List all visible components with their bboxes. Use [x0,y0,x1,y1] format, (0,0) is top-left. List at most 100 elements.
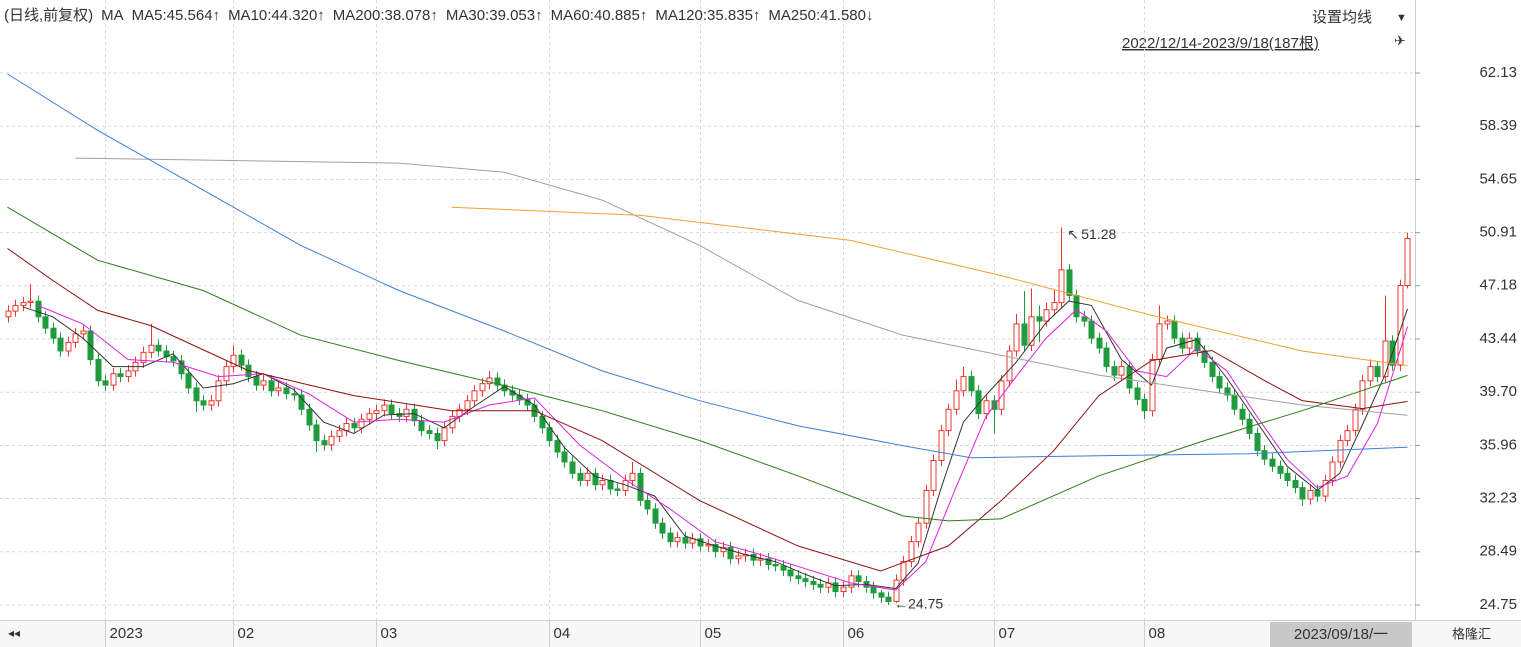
x-tick-label: 2023 [110,625,143,642]
candle-body [366,413,373,420]
legend-entry: MA60:40.885↑ [551,7,648,24]
ma-line [37,304,1408,591]
candle-body [1374,366,1381,378]
candle-body [298,394,305,410]
candle-body [561,451,568,463]
candle-body [1209,361,1216,378]
y-tick-label: 43.44 [1479,330,1517,347]
candle-body [637,472,644,501]
candle-body [1254,433,1261,452]
legend-entry: MA250:41.580↓ [768,7,873,24]
candle-body [998,380,1005,410]
candle-body [682,536,689,544]
annotation-label: 24.75 [908,596,943,612]
candle-body [441,427,448,442]
candle-body [614,488,621,491]
x-tick-label: 03 [381,625,398,642]
annotation-arrow: ← [894,596,908,612]
candle-body [1081,316,1088,322]
candle-body [1284,472,1291,481]
candle-body [923,489,930,524]
dropdown-icon[interactable]: ▼ [1396,12,1407,24]
scroll-icon[interactable]: ◂◂ [8,626,20,640]
candle-body [426,430,433,435]
x-tick-label: 04 [554,625,571,642]
candle-body [80,330,87,335]
candle-body [1186,337,1193,349]
candle-body [253,376,260,386]
candle-body [1367,366,1374,382]
x-tick-label: 08 [1149,625,1166,642]
candle-body [840,586,847,592]
candle-body [832,582,839,592]
candle-body [848,575,855,588]
candle-body [1299,487,1306,500]
candle-body [306,408,313,426]
candle-body [358,418,365,429]
candle-body [230,354,237,368]
candle-body [479,383,486,392]
candle-body [1141,398,1148,412]
candle-body [1337,440,1344,463]
candle-body [592,472,599,486]
candle-body [1043,309,1050,322]
ma-label: MA [101,7,124,24]
candle-body [765,558,772,565]
candle-body [1103,347,1110,368]
candle-body [486,377,493,385]
y-tick-label: 58.39 [1479,117,1517,134]
candle-body [983,400,990,415]
candle-body [1224,387,1231,396]
x-tick-label: 02 [238,625,255,642]
candle-body [328,435,335,446]
candle-body [72,333,79,343]
candle-body [1171,320,1178,339]
candle-body [434,433,441,442]
candle-body [893,579,900,602]
candle-body [125,370,132,378]
cursor-date: 2023/09/18/一 [1294,626,1388,643]
candle-body [185,373,192,389]
candle-body [705,544,712,547]
candle-body [336,430,343,437]
candle-body [1344,430,1351,442]
candle-body [403,408,410,417]
candle-body [283,387,290,395]
candle-body [238,354,245,366]
candle-body [1261,450,1268,460]
period-label: (日线,前复权) [4,6,93,24]
candle-body [1021,323,1028,346]
candle-body [494,377,501,386]
candle-body [1088,320,1095,339]
candle-body [652,508,659,524]
candle-body [148,344,155,353]
candle-body [975,390,982,415]
settings-button[interactable]: 设置均线 [1312,9,1372,26]
candle-body [885,596,892,602]
annotation-arrow: ↖ [1067,226,1079,242]
candle-body [1058,269,1065,304]
candle-body [780,565,787,571]
candle-body [727,546,734,560]
candle-body [810,581,817,585]
legend-entry: MA30:39.053↑ [446,7,543,24]
cursor-date-box [1270,622,1412,647]
candle-body [1156,323,1163,360]
pin-icon[interactable]: ✈ [1394,33,1406,49]
candle-body [757,558,764,561]
candle-body [1216,376,1223,389]
candle-body [275,387,282,392]
annotation-label: 51.28 [1081,226,1116,242]
candle-body [208,400,215,406]
candle-body [1382,340,1389,378]
ma-line [451,206,1408,366]
candle-body [1051,302,1058,311]
candle-body [313,424,320,442]
candle-body [584,472,591,481]
candle-body [178,360,185,375]
candle-body [1111,366,1118,376]
candle-body [291,393,298,396]
candle-body [396,413,403,417]
candle-body [155,344,162,352]
